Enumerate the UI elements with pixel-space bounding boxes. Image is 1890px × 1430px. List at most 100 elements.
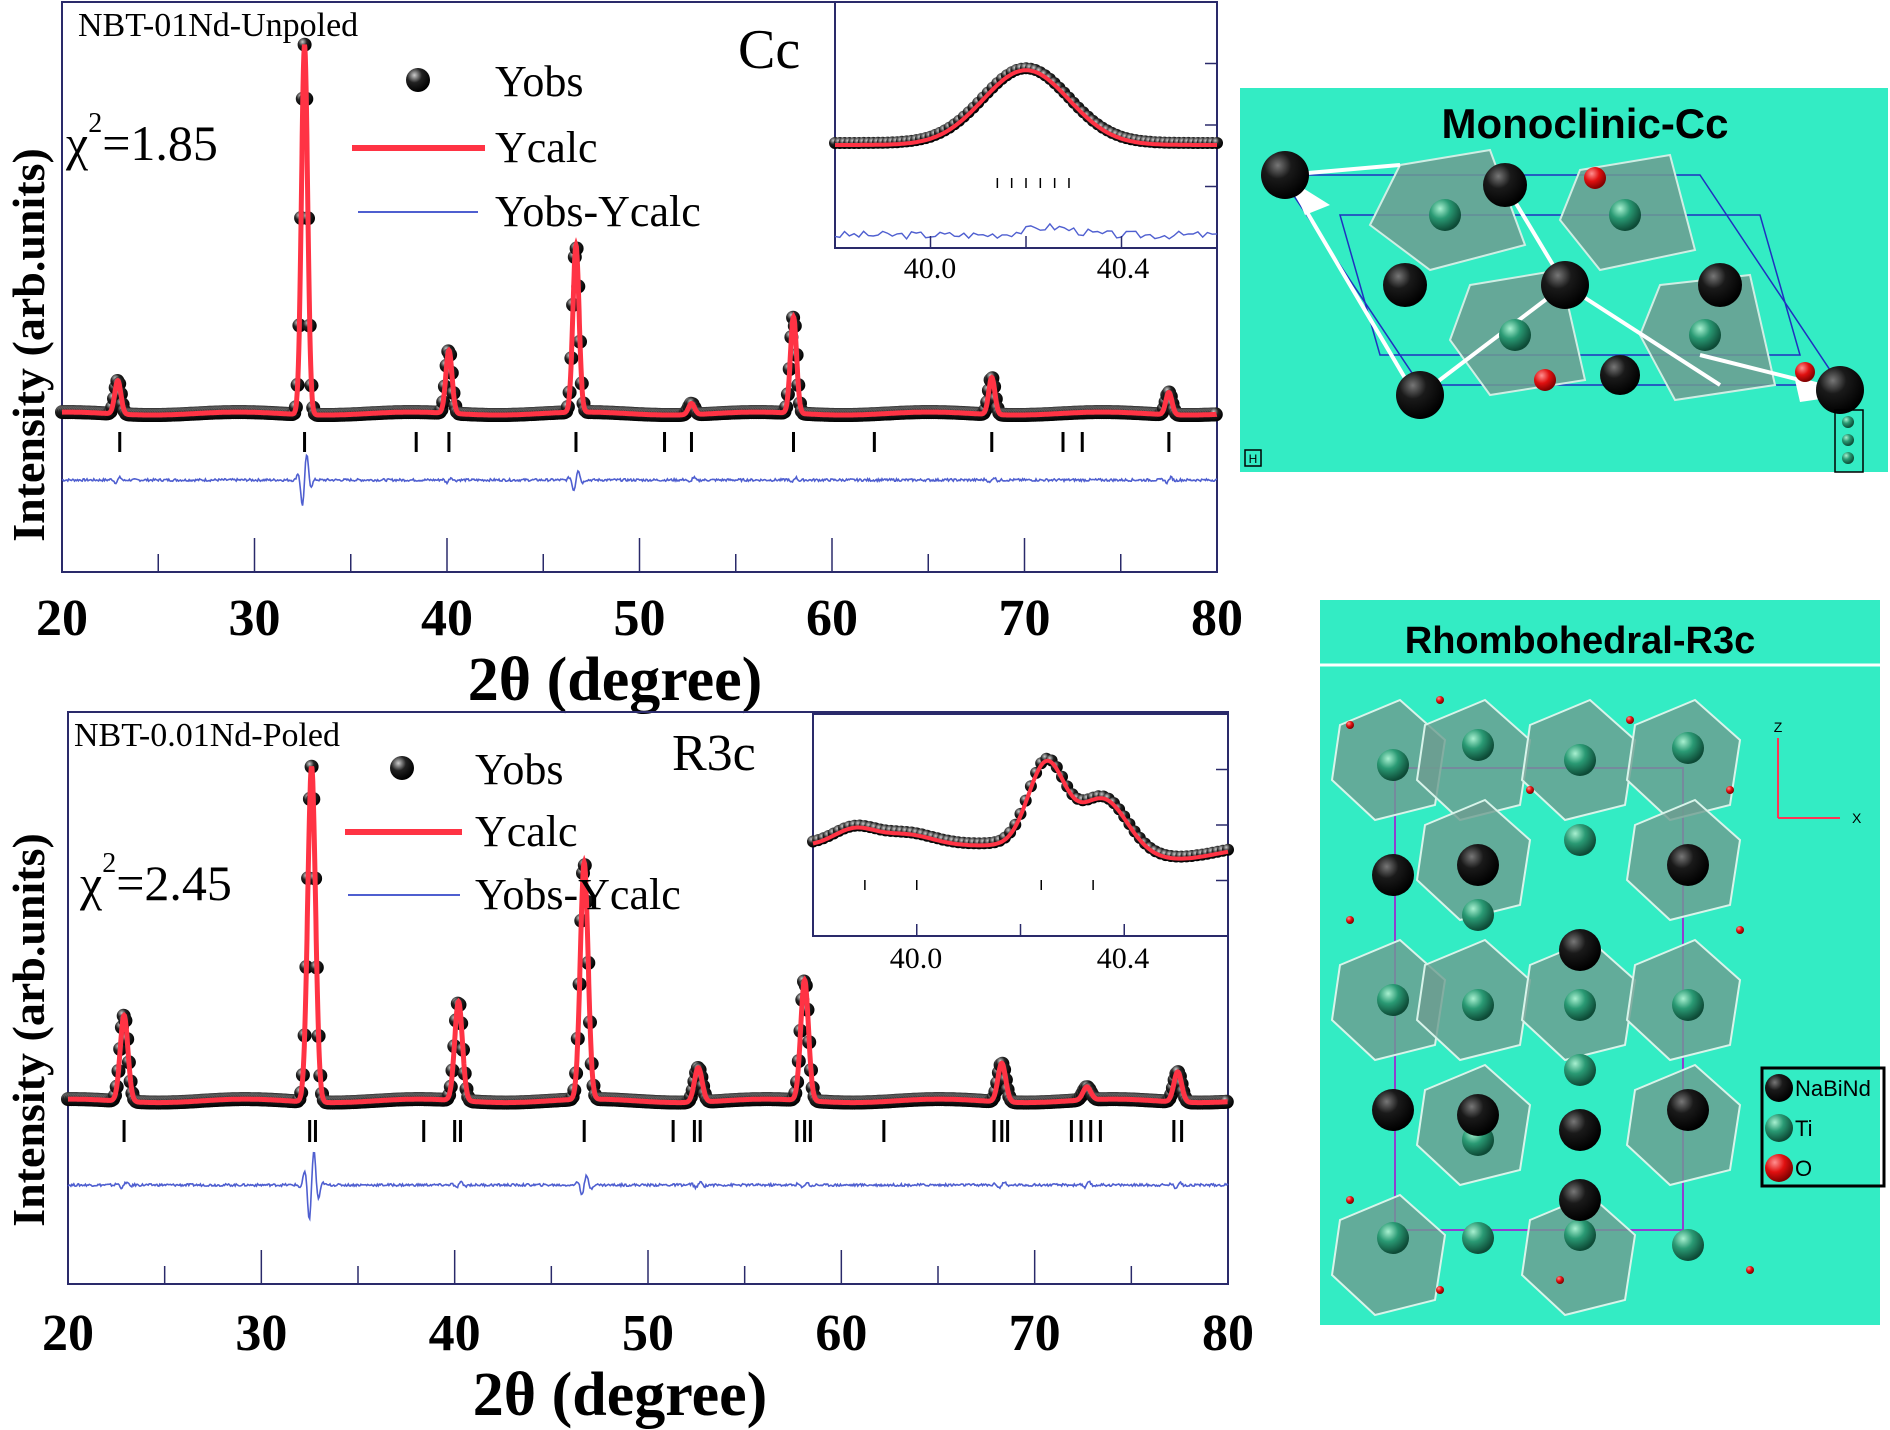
minor-ticks [67, 1250, 1229, 1284]
legend-atom-o [1765, 1154, 1793, 1182]
inset-plot: 40.0 40.4 [829, 1, 1223, 285]
o-atom [1526, 786, 1534, 794]
legend-ycalc: Ycalc [495, 123, 598, 172]
structure-rhombohedral: Rhombohedral-R3c Z X NaBiNd Ti O [1320, 600, 1886, 1325]
legend-label-ti: Ti [1795, 1116, 1813, 1141]
chi-squared: χ2=2.45 [79, 848, 232, 911]
nabind-atom [1457, 844, 1499, 886]
axis-x-label: X [1852, 810, 1862, 826]
x-tick-label: 50 [622, 1305, 674, 1362]
ti-atom [1564, 1219, 1596, 1251]
ti-atom [1564, 824, 1596, 856]
nabind-atom [1372, 854, 1414, 896]
x-tick-labels: 20 30 40 50 60 70 80 [36, 590, 1243, 647]
o-atom [1436, 696, 1444, 704]
ti-atom [1462, 899, 1494, 931]
legend: Yobs Ycalc Yobs-Ycalc [345, 745, 681, 919]
chi-symbol: χ [79, 855, 102, 911]
y-axis-title: Intensity (arb.units) [3, 148, 54, 542]
legend: Yobs Ycalc Yobs-Ycalc [352, 57, 701, 236]
o-atom [1436, 1286, 1444, 1294]
inset-frame [834, 1, 1218, 249]
difference-line [67, 1151, 1229, 1222]
sample-label: NBT-0.01Nd-Poled [74, 717, 340, 754]
x-tick-labels: 20 30 40 50 60 70 80 [42, 1305, 1254, 1362]
inset-tick-label: 40.4 [1097, 942, 1150, 975]
nabind-atom [1559, 929, 1601, 971]
o-atom [1626, 716, 1634, 724]
ti-atom [1672, 989, 1704, 1021]
legend-yobs: Yobs [475, 745, 564, 794]
o-atom [1346, 916, 1354, 924]
structure-title: Monoclinic-Cc [1441, 100, 1728, 147]
ti-atom [1377, 984, 1409, 1016]
octahedron [1330, 1193, 1447, 1317]
x-tick-label: 40 [421, 590, 473, 647]
inset-difference-line [834, 222, 1218, 241]
calculated-curve [62, 44, 1218, 418]
chi-symbol: χ [65, 115, 88, 171]
ti-atom [1564, 1054, 1596, 1086]
o-atom [1726, 786, 1734, 794]
atoms [1261, 151, 1864, 419]
o-atom [1346, 721, 1354, 729]
inset-tick-label: 40.4 [1097, 252, 1150, 285]
mini-legend-atom [1842, 452, 1854, 464]
nabind-atom [1667, 844, 1709, 886]
legend-yobs: Yobs [495, 57, 584, 106]
x-tick-label: 60 [806, 590, 858, 647]
chi-value: =2.45 [116, 855, 232, 911]
atoms [1346, 696, 1754, 1294]
nabind-atom [1667, 1089, 1709, 1131]
difference-line [61, 453, 1218, 506]
ycalc-line [62, 44, 1218, 418]
difference-curve [61, 453, 1218, 506]
atom-legend: NaBiNd Ti O [1760, 1066, 1886, 1188]
difference-curve [67, 1151, 1229, 1222]
legend-marker-yobs [390, 756, 414, 780]
observed-points [55, 37, 1223, 422]
axis-z-label: Z [1774, 719, 1783, 735]
ycalc-line [68, 766, 1228, 1106]
corner-box [1244, 449, 1262, 467]
xrd-panel-poled: NBT-0.01Nd-Poled R3c χ2=2.45 Yobs Ycalc … [3, 711, 1254, 1429]
bragg-reflection-ticks [118, 432, 1171, 452]
legend-atom-nabind [1765, 1074, 1793, 1102]
x-tick-label: 50 [614, 590, 666, 647]
ti-atom [1377, 749, 1409, 781]
y-axis-title: Intensity (arb.units) [3, 833, 54, 1227]
ti-atom [1672, 1229, 1704, 1261]
chi-exponent: 2 [88, 108, 102, 139]
legend-diff: Yobs-Ycalc [495, 187, 701, 236]
ti-atom [1462, 989, 1494, 1021]
sample-label: NBT-01Nd-Unpoled [78, 7, 358, 44]
x-tick-label: 40 [429, 1305, 481, 1362]
legend-label-o: O [1795, 1156, 1812, 1181]
ti-atom [1672, 732, 1704, 764]
x-axis-title: 2θ (degree) [473, 1361, 768, 1429]
inset-ycalc-line [835, 68, 1217, 147]
x-tick-label: 30 [235, 1305, 287, 1362]
x-tick-label: 70 [1009, 1305, 1061, 1362]
ti-atom [1462, 729, 1494, 761]
o-atom [1746, 1266, 1754, 1274]
x-tick-label: 20 [42, 1305, 94, 1362]
mini-legend-atom [1842, 434, 1854, 446]
x-tick-label: 20 [36, 590, 88, 647]
o-atom [1736, 926, 1744, 934]
x-tick-label: 80 [1202, 1305, 1254, 1362]
inset-ycalc-line [812, 758, 1229, 861]
legend-atom-ti [1765, 1114, 1793, 1142]
x-tick-label: 80 [1191, 590, 1243, 647]
x-axis-title: 2θ (degree) [468, 646, 763, 714]
corner-mark: H [1249, 452, 1258, 466]
o-atom [1556, 1276, 1564, 1284]
ti-atom [1564, 744, 1596, 776]
legend-label-nabind: NaBiNd [1795, 1076, 1871, 1101]
x-tick-label: 70 [999, 590, 1051, 647]
xrd-panel-unpoled: NBT-01Nd-Unpoled Cc χ2=1.85 Yobs Ycalc Y… [3, 1, 1243, 714]
legend-ycalc: Ycalc [475, 807, 578, 856]
x-tick-label: 30 [229, 590, 281, 647]
o-atom [1346, 1196, 1354, 1204]
